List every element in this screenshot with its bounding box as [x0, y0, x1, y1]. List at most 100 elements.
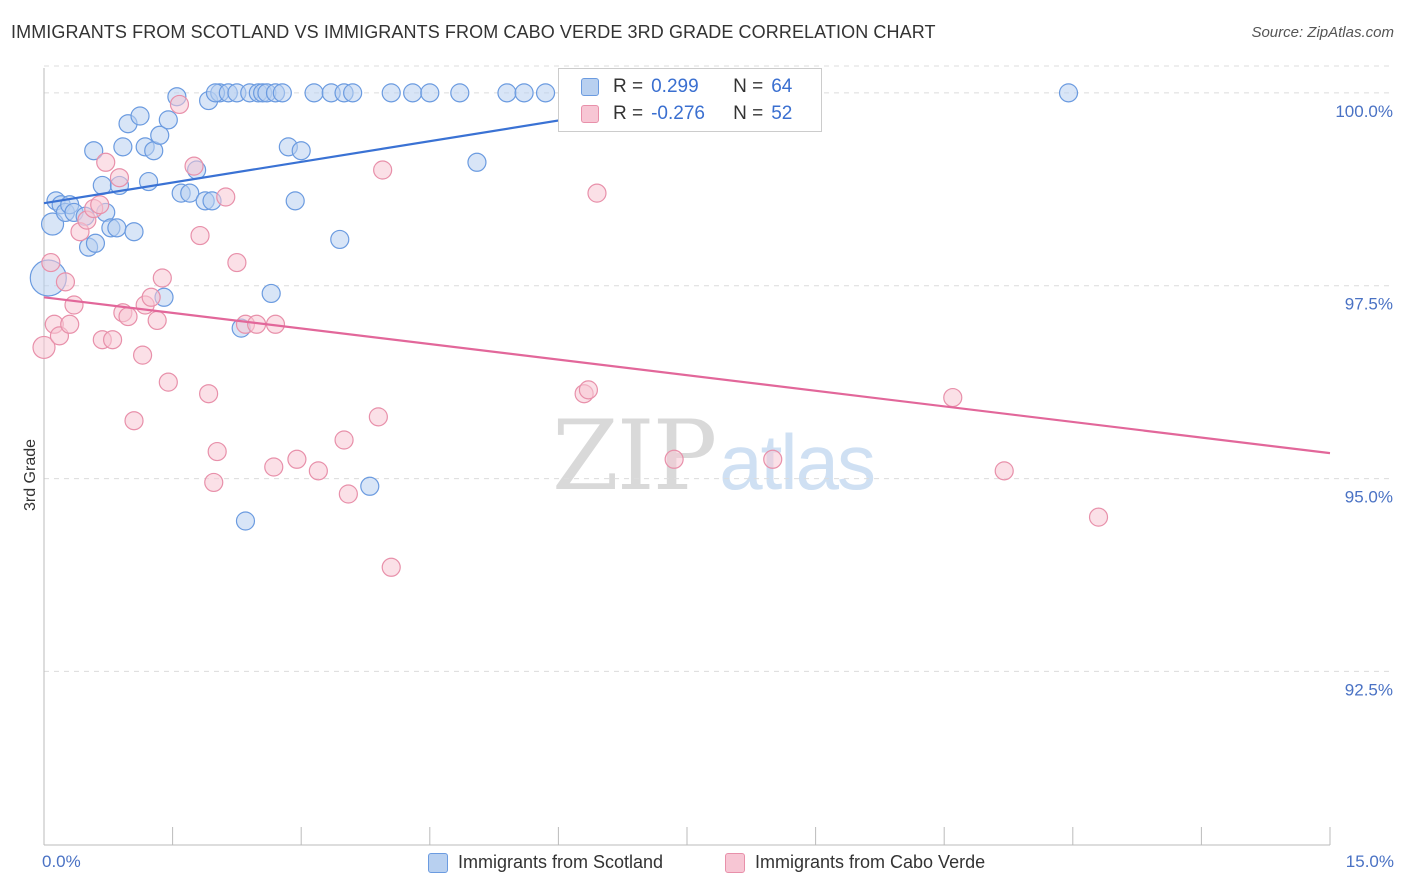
point-caboverde-36: [287, 449, 307, 469]
axes: [43, 68, 1331, 846]
point-scotland-57: [420, 83, 440, 103]
point-scotland-10: [84, 141, 104, 161]
point-caboverde-48: [943, 387, 963, 408]
watermark-atlas: atlas: [719, 418, 876, 506]
series-name-caboverde: Immigrants from Cabo Verde: [755, 852, 986, 872]
point-scotland-49: [304, 83, 324, 103]
y-axis-label-wrap: 3rd Grade: [6, 400, 56, 550]
point-scotland-23: [150, 125, 170, 145]
series-legend-scotland[interactable]: Immigrants from Scotland: [428, 852, 663, 873]
point-scotland-58: [450, 83, 470, 103]
point-scotland-60: [497, 83, 517, 103]
legend-r-value: -0.276: [651, 103, 705, 124]
point-caboverde-29: [207, 441, 227, 462]
legend-r-value: 0.299: [651, 76, 699, 97]
legend-swatch-caboverde: [581, 105, 599, 123]
point-scotland-14: [107, 218, 127, 238]
series-legend-caboverde[interactable]: Immigrants from Cabo Verde: [725, 852, 985, 873]
point-scotland-51: [330, 229, 350, 250]
point-caboverde-23: [158, 372, 178, 392]
point-scotland-59: [467, 152, 487, 172]
point-caboverde-46: [664, 449, 684, 469]
point-scotland-56: [403, 83, 423, 103]
point-caboverde-14: [109, 168, 130, 188]
point-scotland-53: [343, 83, 363, 103]
series-swatch-scotland: [428, 852, 448, 873]
legend-row-scotland: R = 0.299 N = 64: [581, 76, 792, 98]
point-scotland-54: [360, 476, 380, 496]
legend-r-label: R =: [613, 103, 644, 124]
point-caboverde-26: [190, 225, 210, 246]
point-caboverde-18: [132, 345, 153, 365]
point-caboverde-13: [102, 330, 123, 350]
point-caboverde-21: [147, 310, 167, 331]
point-caboverde-4: [55, 272, 76, 292]
point-caboverde-44: [578, 380, 599, 400]
legend-n-value: 52: [771, 103, 793, 124]
series-name-scotland: Immigrants from Scotland: [458, 852, 664, 872]
point-scotland-62: [535, 83, 556, 103]
point-caboverde-24: [169, 94, 190, 115]
point-scotland-43: [261, 283, 281, 304]
grid-lines: [44, 65, 1394, 672]
point-caboverde-47: [763, 449, 783, 469]
point-caboverde-45: [587, 183, 607, 203]
point-caboverde-42: [381, 557, 401, 577]
point-scotland-47: [285, 191, 305, 211]
watermark-zip: ZIP: [552, 400, 717, 512]
point-scotland-28: [180, 183, 200, 203]
series-legend: Immigrants from Scotland Immigrants from…: [0, 852, 1406, 876]
legend-n-label: N =: [733, 103, 764, 124]
point-scotland-55: [381, 83, 401, 103]
legend-swatch-scotland: [581, 78, 599, 96]
point-scotland-63: [1058, 83, 1079, 103]
point-scotland-61: [514, 83, 534, 103]
point-caboverde-40: [368, 407, 388, 427]
point-scotland-9: [85, 233, 106, 253]
point-scotland-16: [113, 137, 133, 157]
legend-r-label: R =: [613, 76, 644, 97]
point-scotland-25: [158, 110, 178, 130]
point-scotland-38: [235, 511, 256, 531]
legend-row-caboverde: R = -0.276 N = 52: [581, 103, 792, 125]
point-caboverde-50: [1088, 507, 1109, 527]
point-caboverde-27: [199, 384, 219, 404]
series-swatch-caboverde: [725, 852, 745, 873]
y-tick-label-1: 97.5%: [1345, 295, 1393, 314]
point-scotland-19: [130, 106, 150, 126]
chart-source: Source: ZipAtlas.com: [1251, 24, 1394, 41]
point-caboverde-31: [227, 252, 247, 273]
point-caboverde-1: [41, 252, 61, 273]
watermark: ZIPatlas: [552, 400, 876, 512]
y-tick-labels: 100.0% 97.5% 95.0% 92.5%: [1335, 102, 1393, 700]
point-caboverde-25: [184, 156, 204, 176]
y-tick-label-0: 100.0%: [1335, 102, 1393, 121]
point-caboverde-22: [152, 268, 172, 288]
y-axis-label: 3rd Grade: [22, 438, 39, 512]
point-caboverde-17: [124, 411, 144, 431]
point-caboverde-20: [141, 287, 161, 307]
chart-title: IMMIGRANTS FROM SCOTLAND VS IMMIGRANTS F…: [11, 22, 936, 42]
trend-line-caboverde: [43, 296, 1331, 455]
point-scotland-45: [272, 83, 292, 103]
point-caboverde-12: [96, 152, 116, 172]
x-tick-label-max: 15.0%: [1345, 852, 1394, 871]
x-tick-label-min: 0.0%: [42, 852, 81, 871]
point-caboverde-5: [60, 314, 80, 334]
legend-n-label: N =: [733, 76, 764, 97]
point-caboverde-16: [118, 306, 138, 327]
y-tick-label-3: 92.5%: [1345, 680, 1393, 699]
point-caboverde-41: [373, 160, 393, 180]
point-caboverde-10: [90, 195, 110, 215]
legend-n-value: 64: [771, 76, 793, 97]
stats-legend: R = 0.299 N = 64 R = -0.276 N = 52: [558, 68, 822, 132]
data-points: [29, 83, 1109, 577]
point-caboverde-6: [64, 295, 84, 315]
y-tick-label-2: 95.0%: [1345, 488, 1393, 507]
point-scotland-18: [124, 222, 144, 242]
point-caboverde-30: [216, 187, 236, 207]
point-caboverde-49: [994, 461, 1014, 481]
point-caboverde-38: [334, 430, 354, 450]
point-caboverde-34: [264, 457, 284, 477]
